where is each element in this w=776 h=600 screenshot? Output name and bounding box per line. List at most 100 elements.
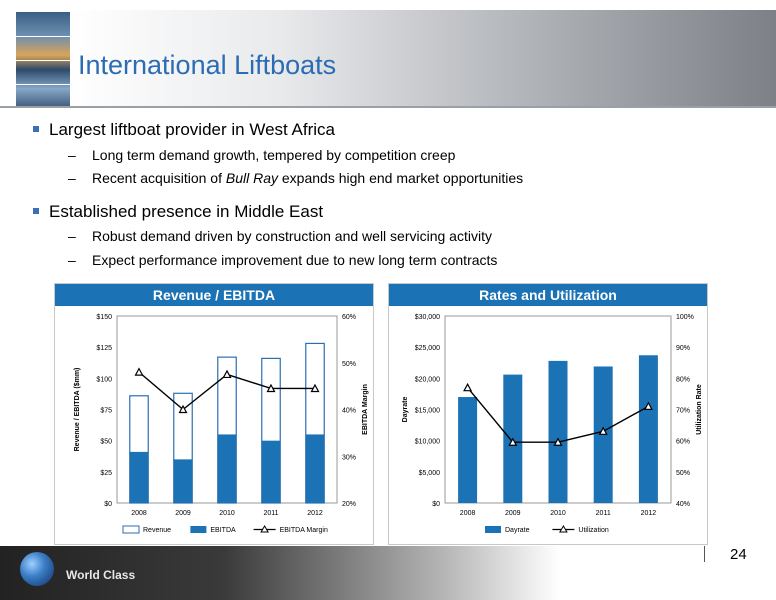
header-gradient-bar: [68, 10, 776, 106]
square-bullet-icon: [33, 208, 39, 214]
y-tick-label: $25,000: [415, 345, 440, 352]
y2-tick-label: 50%: [342, 361, 356, 368]
legend-marker: [559, 525, 568, 533]
sub-bullet-text: Expect performance improvement due to ne…: [92, 252, 498, 268]
y-tick-label: $5,000: [419, 470, 441, 477]
line-marker: [508, 437, 518, 446]
x-tick-label: 2010: [219, 510, 235, 517]
rig-photo-2: [16, 36, 70, 61]
bar-ebitda: [261, 440, 281, 503]
chart-title: Revenue / EBITDA: [55, 284, 373, 306]
x-tick-label: 2009: [175, 510, 191, 517]
bar-dayrate: [458, 397, 478, 503]
line-marker: [598, 426, 608, 435]
bullet-text: Established presence in Middle East: [49, 202, 324, 221]
rig-photo-1: [16, 12, 70, 37]
dash-icon: –: [68, 170, 76, 186]
legend-swatch: [190, 526, 207, 533]
bar-ebitda: [305, 434, 325, 503]
line-marker: [463, 382, 473, 392]
rates-utilization-chart-panel: Rates and Utilization $0 $5,000 $10,000 $15…: [388, 283, 708, 545]
legend-swatch: [122, 525, 140, 534]
line-marker: [134, 367, 144, 376]
y-tick-label: $25: [100, 470, 112, 477]
line-marker: [266, 383, 276, 393]
y-tick-label: $0: [104, 501, 112, 508]
slide-header: International Liftboats: [0, 6, 776, 109]
line-marker: [553, 437, 563, 446]
line-marker: [643, 401, 653, 410]
x-tick-label: 2008: [131, 510, 147, 517]
x-tick-label: 2010: [550, 510, 566, 517]
y2-tick-label: 60%: [676, 439, 690, 446]
slide-title: International Liftboats: [78, 50, 337, 80]
x-tick-label: 2009: [505, 510, 521, 517]
bar-ebitda: [173, 459, 193, 503]
y2-axis-label: EBITDA Margin: [362, 384, 369, 435]
footer-gradient-bar: [0, 546, 560, 600]
dash-icon: –: [68, 147, 76, 163]
y-tick-label: $75: [100, 408, 112, 415]
footer-tagline: World Class: [66, 568, 136, 582]
sub-bullet-text-post: expands high end market opportunities: [278, 170, 524, 186]
dash-icon: –: [68, 252, 76, 268]
bar-ebitda: [217, 434, 237, 503]
y2-tick-label: 90%: [676, 345, 690, 352]
x-tick-label: 2011: [596, 510, 611, 517]
legend-label: Utilization: [578, 527, 608, 534]
revenue-ebitda-chart: $0 $25 $50 $75 $100 $125 $150 20% 30% 40% 50% 60% Re…: [74, 314, 369, 534]
y2-axis-label: Utilization Rate: [696, 384, 703, 435]
bar-dayrate: [638, 355, 658, 503]
y2-tick-label: 40%: [342, 408, 356, 415]
rates-utilization-chart: $0 $5,000 $10,000 $15,000 $20,000 $25,000 $30,…: [402, 314, 703, 534]
rig-photo-4: [16, 84, 70, 109]
bar-ebitda: [129, 451, 149, 503]
vessel-name: Bull Ray: [225, 170, 278, 186]
y2-tick-label: 100%: [676, 314, 694, 321]
y2-tick-label: 80%: [676, 376, 690, 383]
y-axis-label: Revenue / EBITDA ($mm): [74, 368, 81, 452]
y2-tick-label: 40%: [676, 501, 690, 508]
globe-icon: [20, 552, 54, 586]
sub-bullet-text: Robust demand driven by construction and…: [92, 228, 492, 244]
y2-tick-label: 70%: [676, 408, 690, 415]
x-tick-label: 2008: [460, 510, 476, 517]
y-tick-label: $30,000: [415, 314, 440, 321]
page-number: 24: [730, 546, 747, 563]
dash-icon: –: [68, 228, 76, 244]
header-divider: [0, 106, 776, 108]
y2-tick-label: 30%: [342, 454, 356, 461]
bar-dayrate: [548, 360, 568, 503]
sub-bullet-text: Long term demand growth, tempered by com…: [92, 147, 456, 163]
legend-label: EBITDA Margin: [280, 527, 328, 534]
x-tick-label: 2012: [641, 510, 657, 517]
y-tick-label: $0: [432, 501, 440, 508]
y-tick-label: $20,000: [415, 376, 440, 383]
y-tick-label: $10,000: [415, 439, 440, 446]
y-tick-label: $125: [96, 345, 112, 352]
y2-tick-label: 60%: [342, 314, 356, 321]
y-tick-label: $100: [96, 376, 112, 383]
offshore-rig-photo-strip: [16, 12, 70, 109]
line-marker: [178, 404, 188, 414]
sub-bullet-text-pre: Recent acquisition of: [92, 170, 226, 186]
legend-marker: [260, 525, 269, 533]
x-tick-label: 2012: [307, 510, 323, 517]
rig-photo-3: [16, 60, 70, 85]
line-marker: [310, 383, 320, 393]
legend-label: EBITDA: [210, 527, 236, 534]
square-bullet-icon: [33, 126, 39, 132]
legend-swatch: [485, 526, 501, 533]
y2-tick-label: 50%: [676, 470, 690, 477]
chart-title: Rates and Utilization: [389, 284, 707, 306]
y-tick-label: $15,000: [415, 408, 440, 415]
revenue-ebitda-chart-panel: Revenue / EBITDA $0 $25 $50 $75 $100 $125 $150…: [54, 283, 374, 545]
y-tick-label: $150: [96, 314, 112, 321]
legend-label: Dayrate: [505, 527, 530, 534]
y2-tick-label: 20%: [342, 501, 356, 508]
legend-label: Revenue: [143, 527, 171, 534]
y-axis-label: Dayrate: [402, 397, 409, 423]
bullet-text: Largest liftboat provider in West Africa: [49, 120, 335, 139]
y-tick-label: $50: [100, 439, 112, 446]
sub-bullet-text: Recent acquisition of Bull Ray expands h…: [92, 170, 523, 186]
